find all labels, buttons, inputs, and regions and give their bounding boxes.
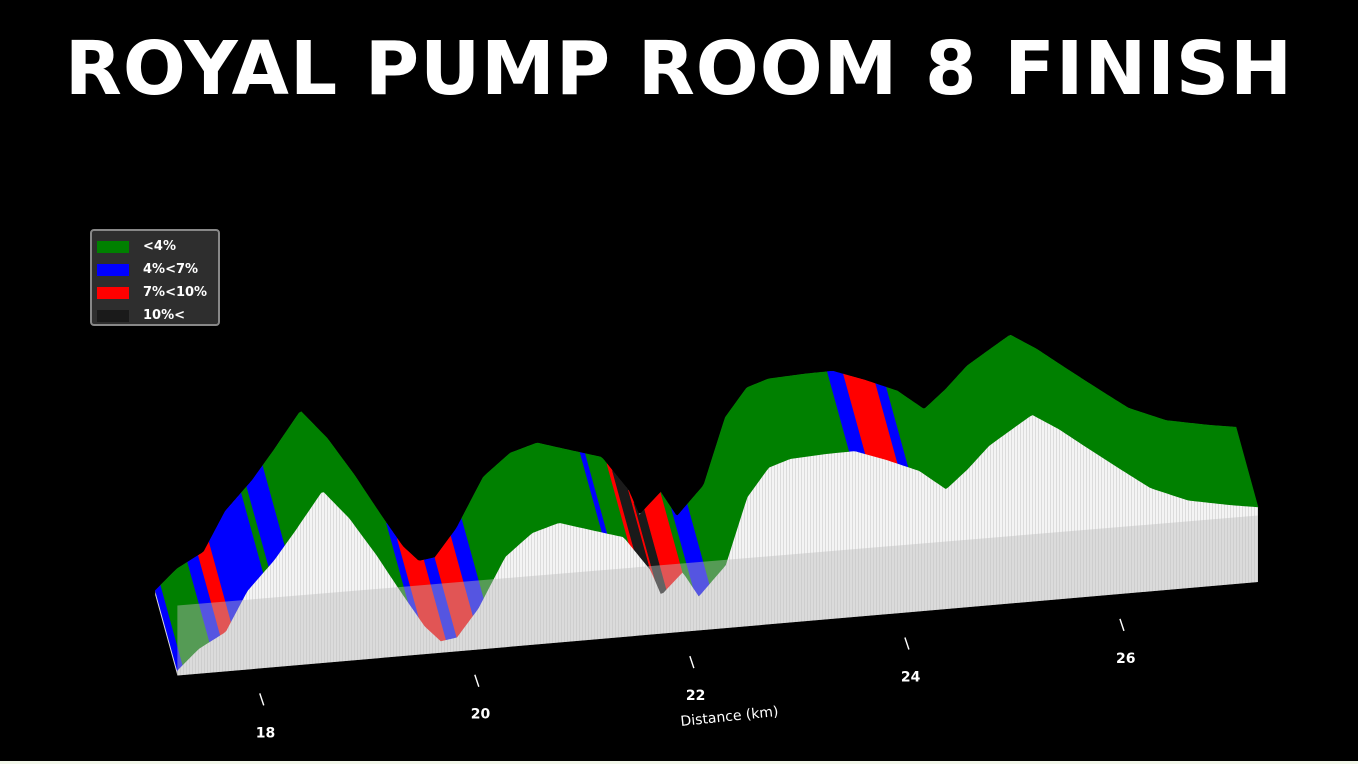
profile-front-fill [177,415,1259,676]
legend-swatch [97,286,129,299]
gradient-ribbon [155,334,1259,672]
x-tick-label: 20 [471,707,491,723]
legend-item: 7%<10% [97,281,218,304]
legend-item: 10%< [97,304,218,327]
x-tick-label: 24 [901,670,921,686]
chart-legend: <4% 4%<7% 7%<10% 10%< [90,229,220,326]
x-tick-label: 18 [256,725,275,741]
x-tick-mark [904,637,910,650]
x-tick-mark [474,674,480,687]
x-axis-label: Distance (km) [680,704,779,730]
legend-swatch [97,263,129,276]
legend-label: 4%<7% [143,262,199,277]
legend-label: 10%< [143,308,186,323]
legend-item: 4%<7% [97,258,218,281]
chart-title: ROYAL PUMP ROOM 8 FINISH [64,26,1294,112]
profile-base-band [177,515,1259,676]
legend-label: <4% [143,239,176,254]
legend-swatch [97,309,129,322]
profile-end-face [155,590,178,676]
x-axis-ticks: 18 20 22 24 26 [256,618,1135,741]
profile-front-face [177,415,1259,676]
x-tick-label: 26 [1116,651,1135,667]
x-tick-mark [1119,618,1125,632]
legend-item: <4% [97,235,218,258]
x-tick-label: 22 [686,688,705,704]
legend-swatch [97,240,129,253]
legend-label: 7%<10% [143,285,208,300]
x-tick-mark [259,693,265,706]
x-tick-mark [689,655,695,669]
bottom-border [0,761,1358,764]
